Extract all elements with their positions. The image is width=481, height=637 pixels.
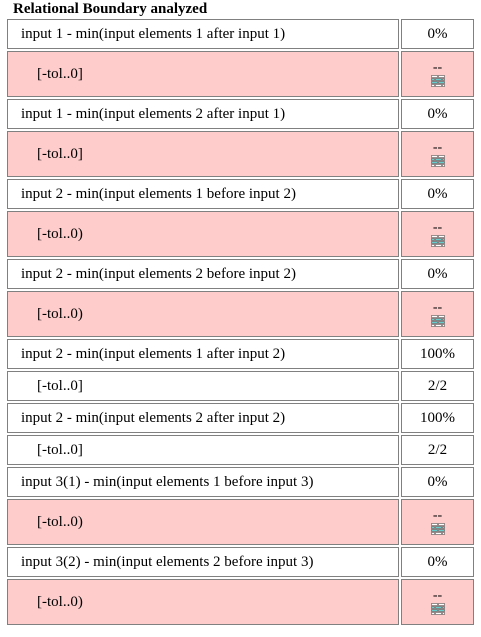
brick-wall-icon [430,234,445,247]
coverage-percent: 0% [401,179,474,209]
value-text: 100% [420,409,455,426]
condition-text: input 2 - min(input elements 2 after inp… [21,409,286,426]
brick-wall-icon [430,74,445,87]
coverage-count: -- [401,579,474,625]
range-label: [-tol..0] [7,435,399,465]
range-label: [-tol..0) [7,579,399,625]
range-text: [-tol..0] [37,441,83,458]
missing-indicator: -- [430,59,445,87]
missing-value: -- [432,139,443,155]
coverage-percent: 100% [401,339,474,369]
condition-label: input 3(1) - min(input elements 1 before… [7,467,399,497]
value-text: 0% [427,553,448,570]
missing-value: -- [432,507,443,523]
range-text: [-tol..0] [37,145,83,162]
value-text: 0% [427,25,448,42]
coverage-count: -- [401,499,474,545]
range-label: [-tol..0) [7,211,399,257]
coverage-percent: 0% [401,19,474,49]
range-text: [-tol..0) [37,593,83,610]
missing-indicator: -- [430,139,445,167]
range-label: [-tol..0) [7,291,399,337]
missing-indicator: -- [430,507,445,535]
value-text: 0% [427,185,448,202]
range-text: [-tol..0] [37,65,83,82]
range-text: [-tol..0) [37,513,83,530]
value-text: 0% [427,105,448,122]
value-text: 0% [427,265,448,282]
coverage-count: -- [401,51,474,97]
missing-value: -- [432,299,443,315]
missing-indicator: -- [430,299,445,327]
condition-label: input 2 - min(input elements 2 before in… [7,259,399,289]
brick-wall-icon [430,314,445,327]
coverage-percent: 0% [401,259,474,289]
range-text: [-tol..0) [37,305,83,322]
condition-text: input 2 - min(input elements 1 after inp… [21,345,286,362]
condition-label: input 2 - min(input elements 2 after inp… [7,403,399,433]
condition-text: input 3(2) - min(input elements 2 before… [21,553,314,570]
condition-label: input 1 - min(input elements 2 after inp… [7,99,399,129]
value-text: 2/2 [427,441,448,458]
coverage-count: -- [401,131,474,177]
condition-label: input 2 - min(input elements 1 before in… [7,179,399,209]
missing-value: -- [432,219,443,235]
condition-label: input 2 - min(input elements 1 after inp… [7,339,399,369]
range-label: [-tol..0] [7,371,399,401]
condition-text: input 3(1) - min(input elements 1 before… [21,473,314,490]
missing-value: -- [432,587,443,603]
value-text: 100% [420,345,455,362]
range-label: [-tol..0] [7,51,399,97]
coverage-percent: 0% [401,99,474,129]
coverage-count: 2/2 [401,371,474,401]
range-text: [-tol..0) [37,225,83,242]
missing-value: -- [432,59,443,75]
value-text: 2/2 [427,377,448,394]
coverage-table: input 1 - min(input elements 1 after inp… [7,19,475,635]
missing-indicator: -- [430,587,445,615]
brick-wall-icon [430,522,445,535]
brick-wall-icon [430,602,445,615]
range-label: [-tol..0) [7,499,399,545]
coverage-count: -- [401,211,474,257]
range-text: [-tol..0] [37,377,83,394]
condition-label: input 3(2) - min(input elements 2 before… [7,547,399,577]
condition-text: input 1 - min(input elements 2 after inp… [21,105,286,122]
condition-label: input 1 - min(input elements 1 after inp… [7,19,399,49]
condition-text: input 2 - min(input elements 2 before in… [21,265,296,282]
missing-indicator: -- [430,219,445,247]
value-text: 0% [427,473,448,490]
coverage-count: 2/2 [401,435,474,465]
condition-text: input 2 - min(input elements 1 before in… [21,185,296,202]
range-label: [-tol..0] [7,131,399,177]
coverage-percent: 100% [401,403,474,433]
coverage-count: -- [401,291,474,337]
coverage-percent: 0% [401,467,474,497]
report-title: Relational Boundary analyzed [13,1,208,17]
brick-wall-icon [430,154,445,167]
coverage-percent: 0% [401,547,474,577]
condition-text: input 1 - min(input elements 1 after inp… [21,25,286,42]
